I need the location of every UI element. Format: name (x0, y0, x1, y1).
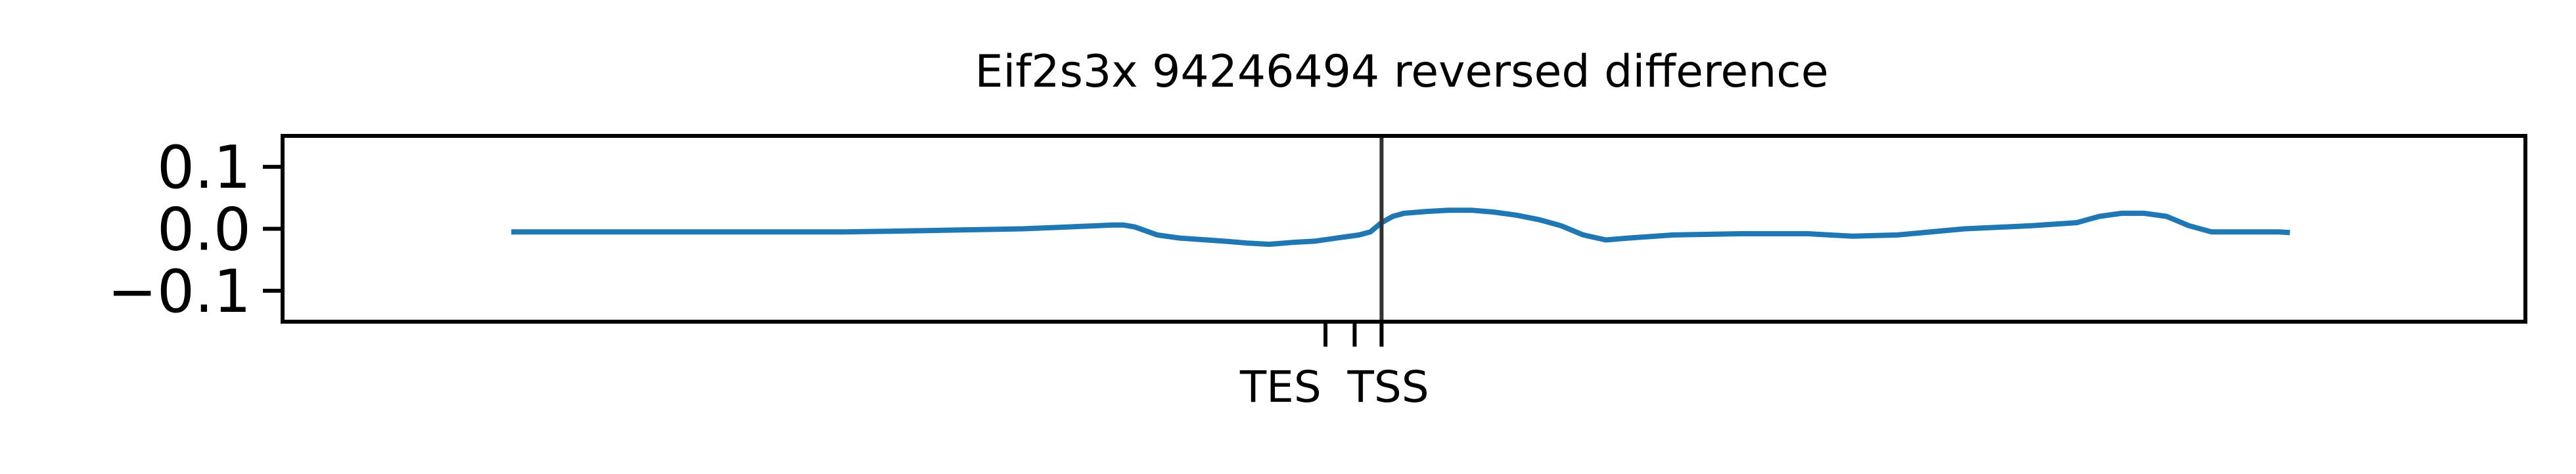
x-axis: TES TSS (1239, 322, 1429, 412)
ytick-label-1: 0.0 (157, 196, 251, 265)
axes-frame (281, 134, 2527, 324)
chart-title: Eif2s3x 94246494 reversed difference (975, 46, 1828, 98)
xtick-label-tes: TES (1239, 362, 1322, 412)
ytick-label-0: 0.1 (157, 133, 251, 202)
series-line-0 (511, 207, 2290, 248)
plot-content (511, 136, 2290, 322)
xtick-label-tss: TSS (1347, 362, 1429, 412)
y-axis: 0.10.0−0.1 (107, 133, 283, 326)
ytick-label-2: −0.1 (107, 257, 251, 326)
